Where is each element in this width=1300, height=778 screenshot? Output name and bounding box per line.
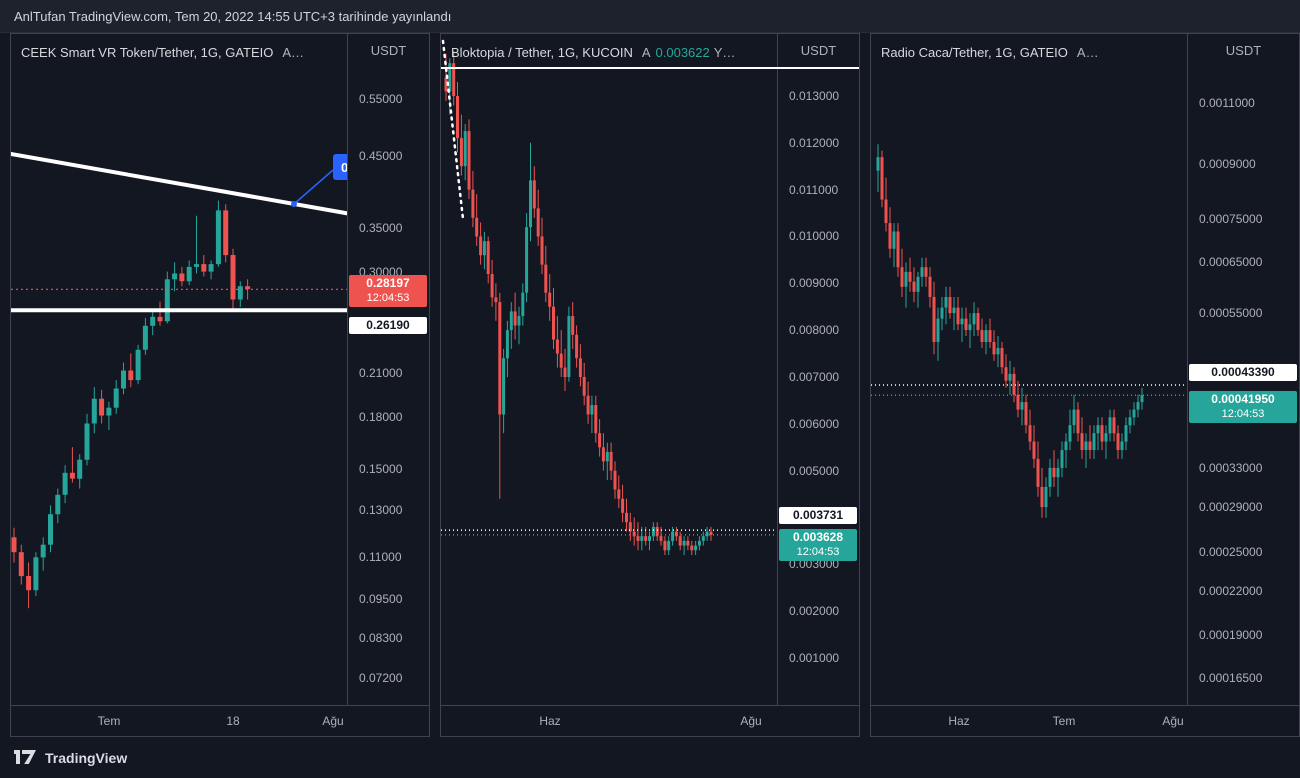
symbol-title: CEEK Smart VR Token/Tether, 1G, GATEIO xyxy=(21,45,274,60)
chart-panel-ceek: 0 CEEK Smart VR Token/Tether, 1G, GATEIO… xyxy=(10,33,430,737)
chart-panel-radiocaca: Radio Caca/Tether, 1G, GATEIO A… USDT 0.0… xyxy=(870,33,1300,737)
time-tick-label: Ağu xyxy=(322,714,344,728)
time-tick-label: Ağu xyxy=(1162,714,1184,728)
top-bar: AnlTufan TradingView.com, Tem 20, 2022 1… xyxy=(0,0,1300,33)
price-tick: 0.00029000 xyxy=(1199,500,1263,514)
candles-layer xyxy=(871,144,1187,518)
price-tick: 0.45000 xyxy=(359,149,403,163)
price-tick: 0.011000 xyxy=(789,183,839,197)
chart-legend[interactable]: Radio Caca/Tether, 1G, GATEIO A… xyxy=(881,45,1108,60)
footer-bar: TradingView xyxy=(0,737,1300,778)
price-tick: 0.08300 xyxy=(359,631,403,645)
legend-open-label: A xyxy=(641,45,651,60)
svg-text:0: 0 xyxy=(341,160,347,175)
price-level-label: 0.26190 xyxy=(349,317,427,334)
time-tick-label: Haz xyxy=(539,714,561,728)
price-tick: 0.007000 xyxy=(789,370,840,384)
price-tick: 0.07200 xyxy=(359,671,403,685)
price-tick: 0.002000 xyxy=(789,604,840,618)
price-tick: 0.55000 xyxy=(359,92,403,106)
price-tick: 0.005000 xyxy=(789,464,840,478)
horizontal-drawing-line[interactable] xyxy=(441,67,859,69)
price-tick: 0.09500 xyxy=(359,592,403,606)
price-tick: 0.18000 xyxy=(359,410,403,424)
price-tick: 0.00022000 xyxy=(1199,584,1263,598)
price-tick: 0.0011000 xyxy=(1199,96,1255,110)
chart-legend[interactable]: Bloktopia / Tether, 1G, KUCOIN A 0.003622 Y… xyxy=(451,45,735,60)
time-tick-label: Tem xyxy=(1052,714,1076,728)
price-tick: 0.35000 xyxy=(359,221,403,235)
axis-currency-label: USDT xyxy=(370,43,407,58)
price-tick: 0.13000 xyxy=(359,503,403,517)
price-tick: 0.010000 xyxy=(789,229,840,243)
price-axis[interactable]: USDT 0.55000 0.45000 0.35000 0.30000 0.21000… xyxy=(347,34,429,705)
price-tick: 0.15000 xyxy=(359,462,403,476)
price-level-label: 0.00043390 xyxy=(1189,364,1297,381)
current-price-badge: 0.003628 12:04:53 xyxy=(779,529,857,561)
axis-currency-label: USDT xyxy=(1225,43,1262,58)
symbol-title: Bloktopia / Tether, 1G, KUCOIN xyxy=(451,45,633,60)
price-tick: 0.012000 xyxy=(789,136,840,150)
chart-panel-bloktopia: Bloktopia / Tether, 1G, KUCOIN A 0.003622 Y… xyxy=(440,33,860,737)
price-tick: 0.00025000 xyxy=(1199,545,1263,559)
price-axis[interactable]: USDT 0.013000 0.012000 0.011000 0.010000 0.0… xyxy=(777,34,859,705)
legend-open-value: 0.003622 xyxy=(655,45,710,60)
price-tick: 0.001000 xyxy=(789,651,840,665)
current-price-badge: 0.28197 12:04:53 xyxy=(349,275,427,307)
price-tick: 0.009000 xyxy=(789,276,840,290)
price-tick: 0.00055000 xyxy=(1199,306,1263,320)
time-axis[interactable]: Haz Ağu xyxy=(441,705,859,736)
price-tick: 0.00016500 xyxy=(1199,671,1263,685)
time-tick-label: Haz xyxy=(948,714,970,728)
price-tick: 0.00065000 xyxy=(1199,255,1263,269)
price-axis[interactable]: USDT 0.0011000 0.0009000 0.00075000 0.00065… xyxy=(1187,34,1299,705)
time-tick-label: Tem xyxy=(97,714,121,728)
price-tick: 0.00075000 xyxy=(1199,212,1263,226)
time-tick-label: 18 xyxy=(226,714,240,728)
price-tick: 0.00019000 xyxy=(1199,628,1263,642)
price-tick: 0.21000 xyxy=(359,366,403,380)
price-tick: 0.00033000 xyxy=(1199,461,1263,475)
tradingview-brand-link[interactable]: TradingView xyxy=(45,749,128,766)
time-axis[interactable]: Tem 18 Ağu xyxy=(11,705,429,736)
price-level-label: 0.003731 xyxy=(779,507,857,524)
symbol-title: Radio Caca/Tether, 1G, GATEIO xyxy=(881,45,1068,60)
legend-tail: Y… xyxy=(713,45,736,60)
plot-area[interactable]: 0 CEEK Smart VR Token/Tether, 1G, GATEIO… xyxy=(11,34,347,705)
legend-open-label: A… xyxy=(1076,45,1099,60)
chart-legend[interactable]: CEEK Smart VR Token/Tether, 1G, GATEIO A… xyxy=(21,45,313,60)
publish-info: AnlTufan TradingView.com, Tem 20, 2022 1… xyxy=(14,8,452,24)
price-tick: 0.11000 xyxy=(359,550,402,564)
time-tick-label: Ağu xyxy=(740,714,762,728)
price-tick: 0.006000 xyxy=(789,417,840,431)
price-tick: 0.008000 xyxy=(789,323,840,337)
plot-area[interactable]: Radio Caca/Tether, 1G, GATEIO A… xyxy=(871,34,1187,705)
tradingview-logo-icon[interactable] xyxy=(13,749,37,766)
candles-layer: 0 xyxy=(11,152,347,609)
price-tick: 0.0009000 xyxy=(1199,157,1256,171)
candles-layer xyxy=(441,39,777,555)
time-axis[interactable]: Haz Tem Ağu xyxy=(871,705,1299,736)
axis-currency-label: USDT xyxy=(800,43,837,58)
price-tick: 0.013000 xyxy=(789,89,840,103)
legend-open-label: A… xyxy=(282,45,305,60)
plot-area[interactable]: Bloktopia / Tether, 1G, KUCOIN A 0.003622 Y… xyxy=(441,34,777,705)
current-price-badge: 0.00041950 12:04:53 xyxy=(1189,391,1297,423)
